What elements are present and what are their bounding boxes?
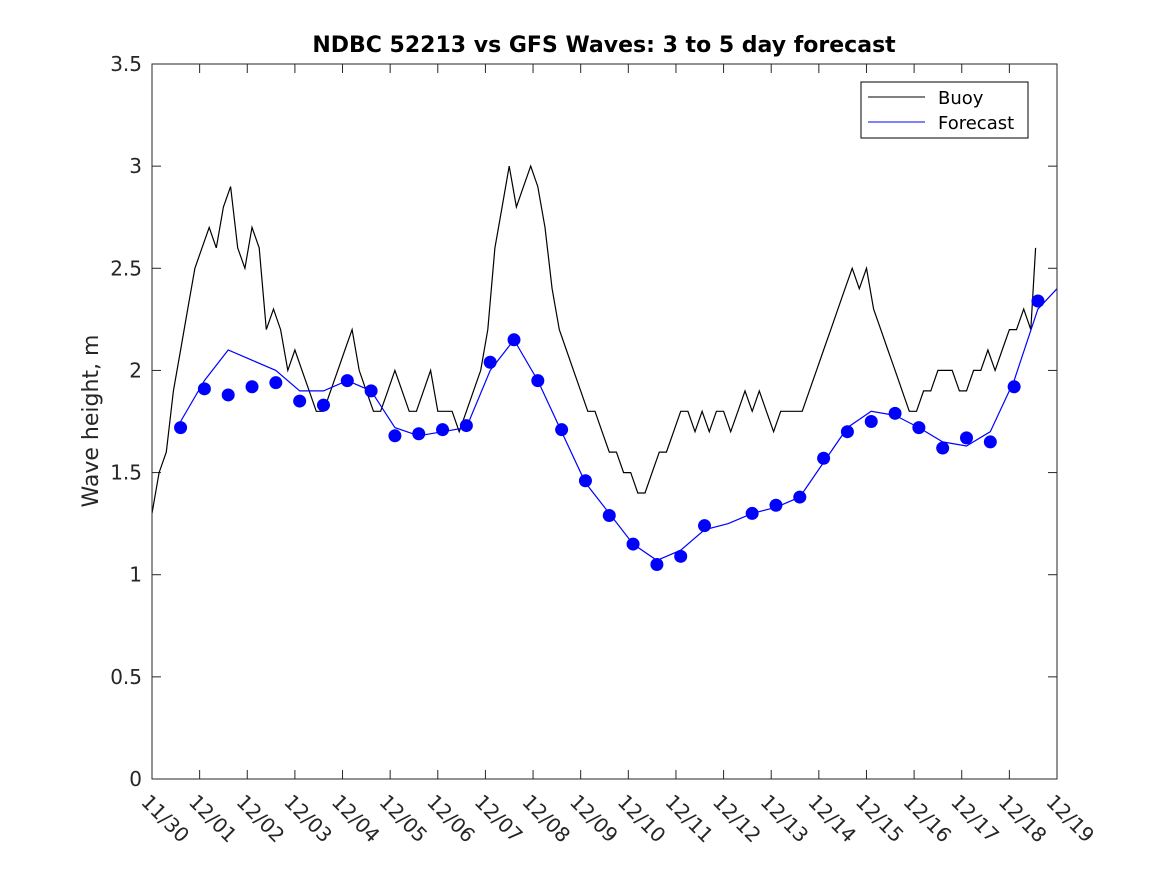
forecast-marker	[602, 508, 616, 522]
forecast-marker	[483, 355, 497, 369]
y-ticks: 0 0.5 1 1.5 2 2.5 3 3.5	[110, 52, 1057, 791]
forecast-marker	[1007, 380, 1021, 394]
y-tick-label: 3.5	[110, 52, 142, 76]
forecast-marker	[507, 333, 521, 347]
x-tick-label: 12/19	[1041, 790, 1099, 848]
plot-background	[152, 64, 1057, 779]
x-tick-label: 12/18	[994, 790, 1052, 848]
forecast-marker	[626, 537, 640, 551]
forecast-marker	[578, 474, 592, 488]
x-tick-label: 12/01	[184, 790, 242, 848]
x-tick-label: 12/02	[232, 790, 290, 848]
forecast-marker	[960, 431, 973, 445]
forecast-marker	[555, 423, 569, 437]
forecast-marker	[650, 558, 664, 571]
series-layer	[151, 164, 1058, 571]
forecast-marker	[817, 451, 831, 465]
y-tick-label: 1.5	[110, 461, 142, 485]
forecast-marker	[245, 380, 259, 394]
forecast-marker	[221, 388, 235, 402]
forecast-marker	[364, 384, 378, 398]
forecast-marker	[459, 419, 473, 433]
forecast-marker	[388, 429, 402, 443]
x-tick-label: 12/12	[708, 790, 766, 848]
forecast-marker	[698, 519, 712, 533]
forecast-marker	[340, 374, 354, 388]
y-axis-label: Wave height, m	[79, 335, 104, 508]
x-tick-label: 12/04	[327, 790, 385, 848]
forecast-marker	[412, 427, 426, 441]
x-tick-label: 12/06	[422, 790, 480, 848]
x-tick-label: 12/16	[899, 790, 957, 848]
forecast-marker	[840, 425, 854, 439]
forecast-marker	[436, 423, 450, 437]
forecast-marker	[197, 382, 211, 396]
x-tick-label: 12/03	[279, 790, 337, 848]
x-tick-label: 12/09	[565, 790, 623, 848]
x-tick-label: 12/08	[518, 790, 576, 848]
forecast-marker	[531, 374, 545, 388]
plot-frame	[151, 63, 1058, 780]
forecast-marker	[793, 490, 807, 504]
legend: Buoy Forecast	[860, 81, 1029, 139]
legend-buoy-label: Buoy	[938, 88, 984, 109]
forecast-marker	[769, 498, 783, 512]
forecast-marker	[983, 435, 997, 449]
legend-forecast-label: Forecast	[938, 113, 1014, 134]
y-tick-label: 1	[129, 563, 142, 587]
forecast-marker	[745, 506, 759, 520]
legend-box	[860, 81, 1029, 139]
forecast-marker	[174, 421, 188, 435]
forecast-marker	[674, 549, 688, 563]
x-tick-label: 11/30	[136, 790, 194, 848]
forecast-marker	[269, 376, 283, 390]
forecast-marker	[888, 406, 902, 420]
x-tick-label: 12/15	[851, 790, 909, 848]
x-tick-label: 12/17	[946, 790, 1004, 848]
x-tick-label: 12/10	[613, 790, 671, 848]
x-tick-label: 12/07	[470, 790, 528, 848]
y-tick-label: 3	[129, 154, 142, 178]
x-tick-label: 12/13	[756, 790, 814, 848]
forecast-marker	[293, 394, 307, 408]
y-tick-label: 0.5	[110, 665, 142, 689]
x-tick-label: 12/11	[660, 790, 718, 848]
y-tick-label: 2	[129, 358, 142, 382]
forecast-marker	[864, 415, 878, 428]
forecast-marker	[936, 441, 950, 455]
buoy-series-line	[151, 164, 1037, 514]
forecast-marker	[912, 421, 926, 435]
forecast-marker	[316, 398, 330, 412]
x-tick-label: 12/05	[375, 790, 433, 848]
x-tick-label: 12/14	[803, 790, 861, 848]
chart-title: NDBC 52213 vs GFS Waves: 3 to 5 day fore…	[312, 33, 896, 58]
y-tick-label: 2.5	[110, 256, 142, 280]
forecast-marker	[1031, 294, 1045, 308]
y-tick-label: 0	[129, 767, 142, 791]
